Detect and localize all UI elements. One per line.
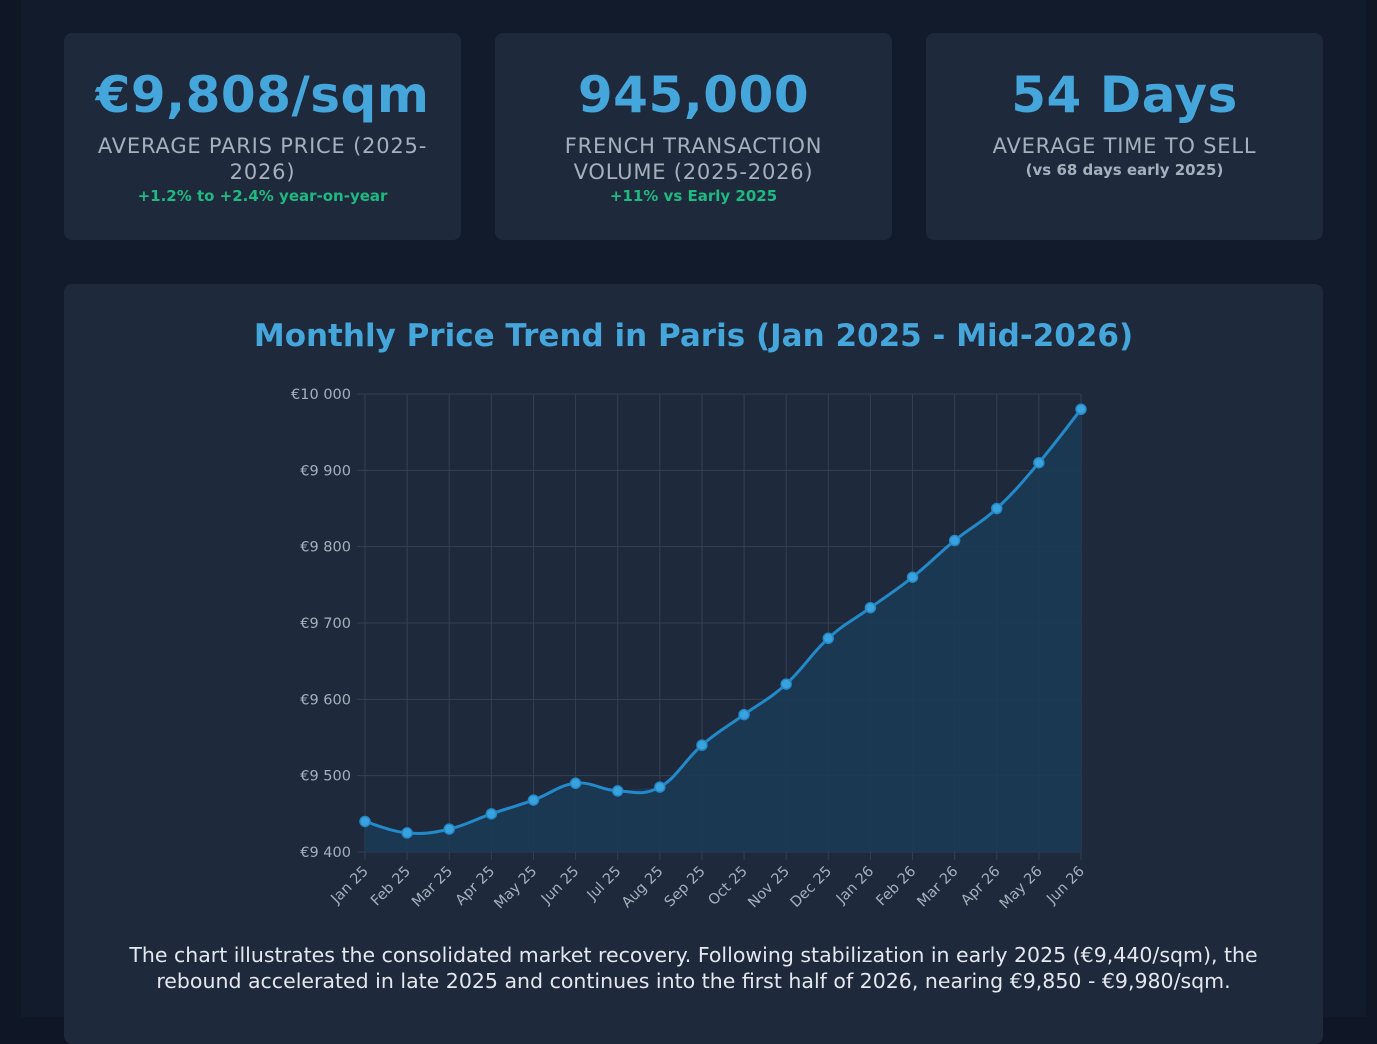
x-tick-label: May 26 (997, 864, 1046, 913)
data-point (485, 808, 498, 820)
data-point (738, 708, 750, 721)
stat-card-time: 54 Days AVERAGE TIME TO SELL (vs 68 days… (926, 33, 1323, 240)
x-tick-label: Jul 25 (584, 864, 625, 905)
x-tick-label: Nov 25 (745, 864, 793, 912)
data-point (906, 571, 919, 583)
x-tick-label: Dec 25 (788, 864, 835, 911)
data-point (1033, 456, 1045, 469)
chart-title: Monthly Price Trend in Paris (Jan 2025 -… (253, 318, 1134, 354)
area-fill (365, 409, 1081, 852)
stat-sub-time: (vs 68 days early 2025) (1025, 161, 1224, 179)
x-tick-label: Jun 26 (1043, 864, 1087, 908)
x-tick-label: Sep 25 (662, 864, 709, 911)
data-point (654, 781, 666, 793)
data-point (1075, 403, 1087, 416)
price-trend-chart: €9 400 €9 500 €9 600 €9 700 €9 800 €9 900 €10 … (291, 387, 1088, 913)
stat-value-price: €9,808/sqm (95, 66, 430, 124)
data-point (359, 815, 371, 828)
stat-card-price: €9,808/sqm AVERAGE PARIS PRICE (2025-202… (64, 33, 461, 240)
chart-caption: The chart illustrates the consolidated m… (129, 943, 1258, 993)
data-point (569, 777, 582, 790)
x-tick-label: Jan 26 (833, 864, 877, 908)
x-tick-label: Jan 25 (328, 864, 372, 908)
data-point (696, 739, 708, 751)
data-point (401, 827, 413, 839)
stat-value-time: 54 Days (1011, 66, 1238, 124)
chart-card: Monthly Price Trend in Paris (Jan 2025 -… (64, 284, 1323, 1044)
x-tick-label: Feb 26 (874, 864, 920, 910)
stat-label-price: AVERAGE PARIS PRICE (2025-2026) (97, 134, 428, 184)
x-tick-label: Mar 25 (409, 864, 456, 911)
y-tick-label: €10 000 (291, 387, 351, 403)
data-point (443, 823, 455, 835)
x-tick-label: May 25 (491, 864, 540, 913)
data-point (611, 785, 624, 797)
data-point (991, 502, 1003, 515)
y-tick-label: €9 400 (300, 845, 351, 861)
stat-note-price: +1.2% to +2.4% year-on-year (137, 187, 388, 205)
stat-label-volume: FRENCH TRANSACTION VOLUME (2025-2026) (564, 134, 823, 184)
x-tick-label: Feb 25 (368, 864, 414, 910)
stat-label-time: AVERAGE TIME TO SELL (992, 134, 1257, 158)
data-point (780, 678, 792, 690)
stat-value-volume: 945,000 (577, 66, 810, 124)
data-point (527, 794, 540, 806)
y-tick-label: €9 600 (300, 692, 351, 708)
data-point (822, 632, 835, 645)
data-point (864, 601, 877, 614)
x-tick-label: Oct 25 (706, 864, 751, 909)
stat-note-volume: +11% vs Early 2025 (609, 187, 778, 205)
y-tick-label: €9 700 (300, 616, 351, 632)
y-tick-label: €9 900 (300, 463, 351, 479)
x-tick-label: Mar 26 (915, 864, 962, 911)
x-tick-label: Jun 25 (538, 864, 582, 908)
y-tick-label: €9 500 (300, 769, 351, 785)
y-tick-label: €9 800 (300, 540, 351, 556)
stat-card-volume: 945,000 FRENCH TRANSACTION VOLUME (2025-… (495, 33, 892, 240)
x-tick-label: Aug 25 (619, 864, 667, 912)
data-point (948, 534, 961, 547)
